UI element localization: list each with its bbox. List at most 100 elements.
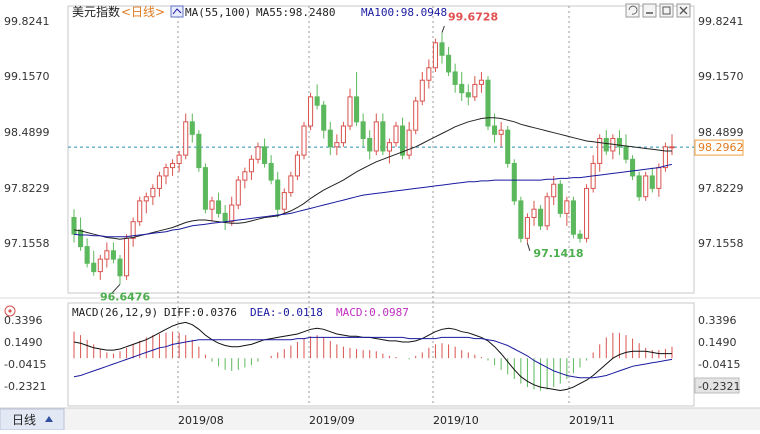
candle-up <box>597 137 603 164</box>
macd-y-tick-left: 0.1490 <box>4 336 43 349</box>
macd-diff-value: DIFF:0.0376 <box>164 306 237 319</box>
candle-down <box>354 96 360 123</box>
y-tick-left: 98.4899 <box>4 126 50 139</box>
candle-up <box>669 146 675 149</box>
candle-down <box>189 121 195 135</box>
candle-down <box>314 96 320 106</box>
restore-icon[interactable] <box>625 3 640 18</box>
annotation-leader <box>441 25 445 33</box>
maximize-icon[interactable] <box>659 3 674 18</box>
macd-y-axis: 0.3396 0.1490 -0.0415 -0.2321 0.3396 0.1… <box>4 314 740 393</box>
candle-up <box>97 258 103 273</box>
ma100-value: MA100:98.0948 <box>361 6 447 19</box>
candle-down <box>110 250 116 260</box>
x-axis: 2019/08 2019/09 2019/10 2019/11 <box>178 414 615 427</box>
candle-up <box>229 204 235 223</box>
candle-down <box>511 162 517 202</box>
macd-y-tick-left: 0.3396 <box>4 314 43 327</box>
y-tick-right: 99.8241 <box>698 15 744 28</box>
candle-up <box>156 175 162 189</box>
candle-up <box>413 100 419 131</box>
macd-diff-line <box>73 321 672 392</box>
candle-up <box>432 42 438 69</box>
candle-down <box>538 208 544 227</box>
candle-down <box>446 54 452 73</box>
candle-up <box>143 196 149 202</box>
ma55-value: MA55:98.2480 <box>256 6 335 19</box>
candle-down <box>465 92 471 98</box>
period-tab[interactable]: 日线 <box>0 408 65 431</box>
candle-down <box>196 133 202 169</box>
price-y-axis: 99.8241 99.1570 98.4899 97.8229 97.1558 … <box>4 15 744 250</box>
current-price-badge <box>694 139 744 156</box>
macd-dea-value: DEA:-0.0118 <box>250 306 323 319</box>
ma-legend-icon-glyph <box>172 8 182 15</box>
candlestick-series <box>71 32 675 285</box>
candle-up <box>235 179 241 206</box>
candle-down <box>577 233 583 239</box>
y-tick-right: 99.1570 <box>698 70 744 83</box>
price-header: 美元指数 <日线> MA(55,100) MA55:98.2480 MA100:… <box>72 4 447 19</box>
candle-down <box>630 158 636 177</box>
price-panel-frame <box>67 5 695 294</box>
candle-up <box>393 125 399 144</box>
candle-up <box>347 96 353 127</box>
candle-down <box>570 200 576 235</box>
macd-y-tick-left: -0.0415 <box>4 358 46 371</box>
candle-down <box>222 212 228 223</box>
ma55-line <box>73 117 672 240</box>
macd-y-tick-right: 0.1490 <box>698 336 737 349</box>
candle-down <box>268 162 274 181</box>
close-icon[interactable] <box>676 3 691 18</box>
candle-up <box>281 192 287 210</box>
candle-up <box>340 125 346 144</box>
x-tick-label: 2019/11 <box>569 414 615 427</box>
candle-up <box>564 200 570 214</box>
annotation-label: 96.6476 <box>100 290 150 303</box>
candle-up <box>524 217 530 239</box>
macd-value-text: -0.2321 <box>698 380 740 393</box>
candle-up <box>584 187 590 239</box>
x-tick-label: 2019/08 <box>178 414 224 427</box>
macd-settings-icon[interactable] <box>4 305 16 317</box>
window-controls <box>625 3 691 18</box>
candle-down <box>603 137 609 152</box>
macd-histogram <box>73 331 673 391</box>
candle-up <box>478 79 484 85</box>
candle-down <box>557 183 563 214</box>
x-tick-label: 2019/10 <box>433 414 479 427</box>
annotation-leader <box>526 243 531 252</box>
candle-up <box>531 208 537 219</box>
macd-dea-line <box>73 336 673 379</box>
y-tick-left: 97.8229 <box>4 182 50 195</box>
candle-down <box>117 258 123 277</box>
x-tick-label: 2019/09 <box>309 414 355 427</box>
ma-label: MA(55,100) <box>185 6 251 19</box>
candle-up <box>294 154 300 177</box>
candle-down <box>649 175 655 189</box>
minimize-icon[interactable] <box>642 3 657 18</box>
macd-y-tick-right: -0.0415 <box>698 358 740 371</box>
candle-up <box>301 125 307 156</box>
ma100-line <box>73 163 673 238</box>
candle-up <box>662 146 668 169</box>
candle-up <box>498 129 504 135</box>
candle-up <box>373 121 379 152</box>
candle-up <box>472 83 478 98</box>
macd-label: MACD(26,12,9) <box>72 306 158 319</box>
period-label: <日线> <box>121 5 165 19</box>
candle-up <box>242 171 248 181</box>
y-tick-left: 97.1558 <box>4 237 50 250</box>
candle-down <box>518 200 524 239</box>
macd-header: MACD(26,12,9) DIFF:0.0376 DEA:-0.0118 MA… <box>4 305 409 319</box>
ma-legend-icon[interactable] <box>170 5 184 18</box>
price-annotations: 99.6728 97.1418 96.6476 <box>100 11 584 304</box>
macd-panel-frame <box>67 302 695 407</box>
candle-down <box>485 79 491 127</box>
y-tick-right: 97.8229 <box>698 182 744 195</box>
period-tab-label: 日线 <box>12 413 36 427</box>
macd-value-badge <box>694 377 740 394</box>
candle-down <box>275 179 281 210</box>
